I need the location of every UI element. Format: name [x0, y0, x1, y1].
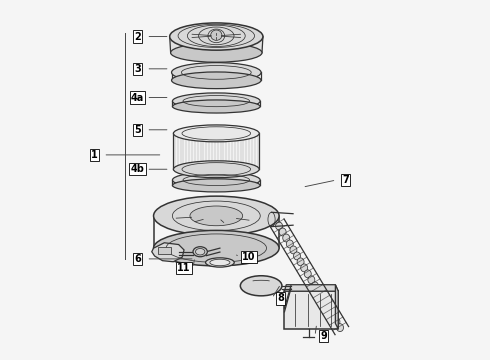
- Ellipse shape: [322, 300, 329, 308]
- Ellipse shape: [240, 276, 282, 296]
- Ellipse shape: [205, 258, 234, 267]
- Ellipse shape: [275, 222, 283, 230]
- Ellipse shape: [173, 161, 259, 178]
- Ellipse shape: [333, 318, 340, 325]
- Text: 5: 5: [134, 125, 141, 135]
- Ellipse shape: [153, 230, 279, 266]
- Ellipse shape: [290, 246, 297, 254]
- Text: 11: 11: [177, 263, 191, 273]
- Ellipse shape: [283, 234, 290, 242]
- Text: 4b: 4b: [130, 164, 145, 174]
- Ellipse shape: [210, 259, 230, 266]
- Ellipse shape: [326, 306, 333, 314]
- Ellipse shape: [153, 196, 279, 235]
- Ellipse shape: [172, 63, 261, 82]
- Ellipse shape: [173, 125, 259, 142]
- Bar: [285, 291, 338, 329]
- Ellipse shape: [312, 282, 318, 290]
- Text: 2: 2: [134, 32, 141, 41]
- Ellipse shape: [297, 258, 304, 266]
- Text: 6: 6: [134, 254, 141, 264]
- Ellipse shape: [172, 72, 261, 89]
- Polygon shape: [285, 285, 338, 291]
- Text: 4a: 4a: [131, 93, 144, 103]
- Ellipse shape: [337, 324, 343, 332]
- Ellipse shape: [286, 240, 294, 248]
- Ellipse shape: [294, 252, 300, 260]
- Text: 7: 7: [342, 175, 349, 185]
- Ellipse shape: [301, 264, 308, 272]
- Ellipse shape: [172, 172, 260, 188]
- Ellipse shape: [190, 206, 243, 226]
- Ellipse shape: [211, 30, 222, 40]
- Polygon shape: [152, 243, 184, 262]
- Ellipse shape: [171, 43, 262, 62]
- Text: 9: 9: [320, 331, 327, 341]
- Ellipse shape: [193, 247, 207, 257]
- Ellipse shape: [170, 23, 263, 50]
- Ellipse shape: [279, 228, 286, 236]
- Text: 1: 1: [91, 150, 98, 160]
- Polygon shape: [335, 285, 338, 329]
- Text: 10: 10: [242, 252, 255, 262]
- Text: 3: 3: [134, 64, 141, 74]
- Ellipse shape: [318, 294, 325, 302]
- Ellipse shape: [304, 270, 311, 278]
- Ellipse shape: [315, 288, 322, 296]
- Ellipse shape: [308, 276, 315, 284]
- Polygon shape: [158, 247, 172, 254]
- Ellipse shape: [172, 93, 260, 109]
- Ellipse shape: [196, 248, 205, 255]
- Text: 8: 8: [277, 293, 284, 303]
- Ellipse shape: [172, 100, 260, 113]
- Ellipse shape: [329, 312, 336, 320]
- Ellipse shape: [172, 179, 260, 192]
